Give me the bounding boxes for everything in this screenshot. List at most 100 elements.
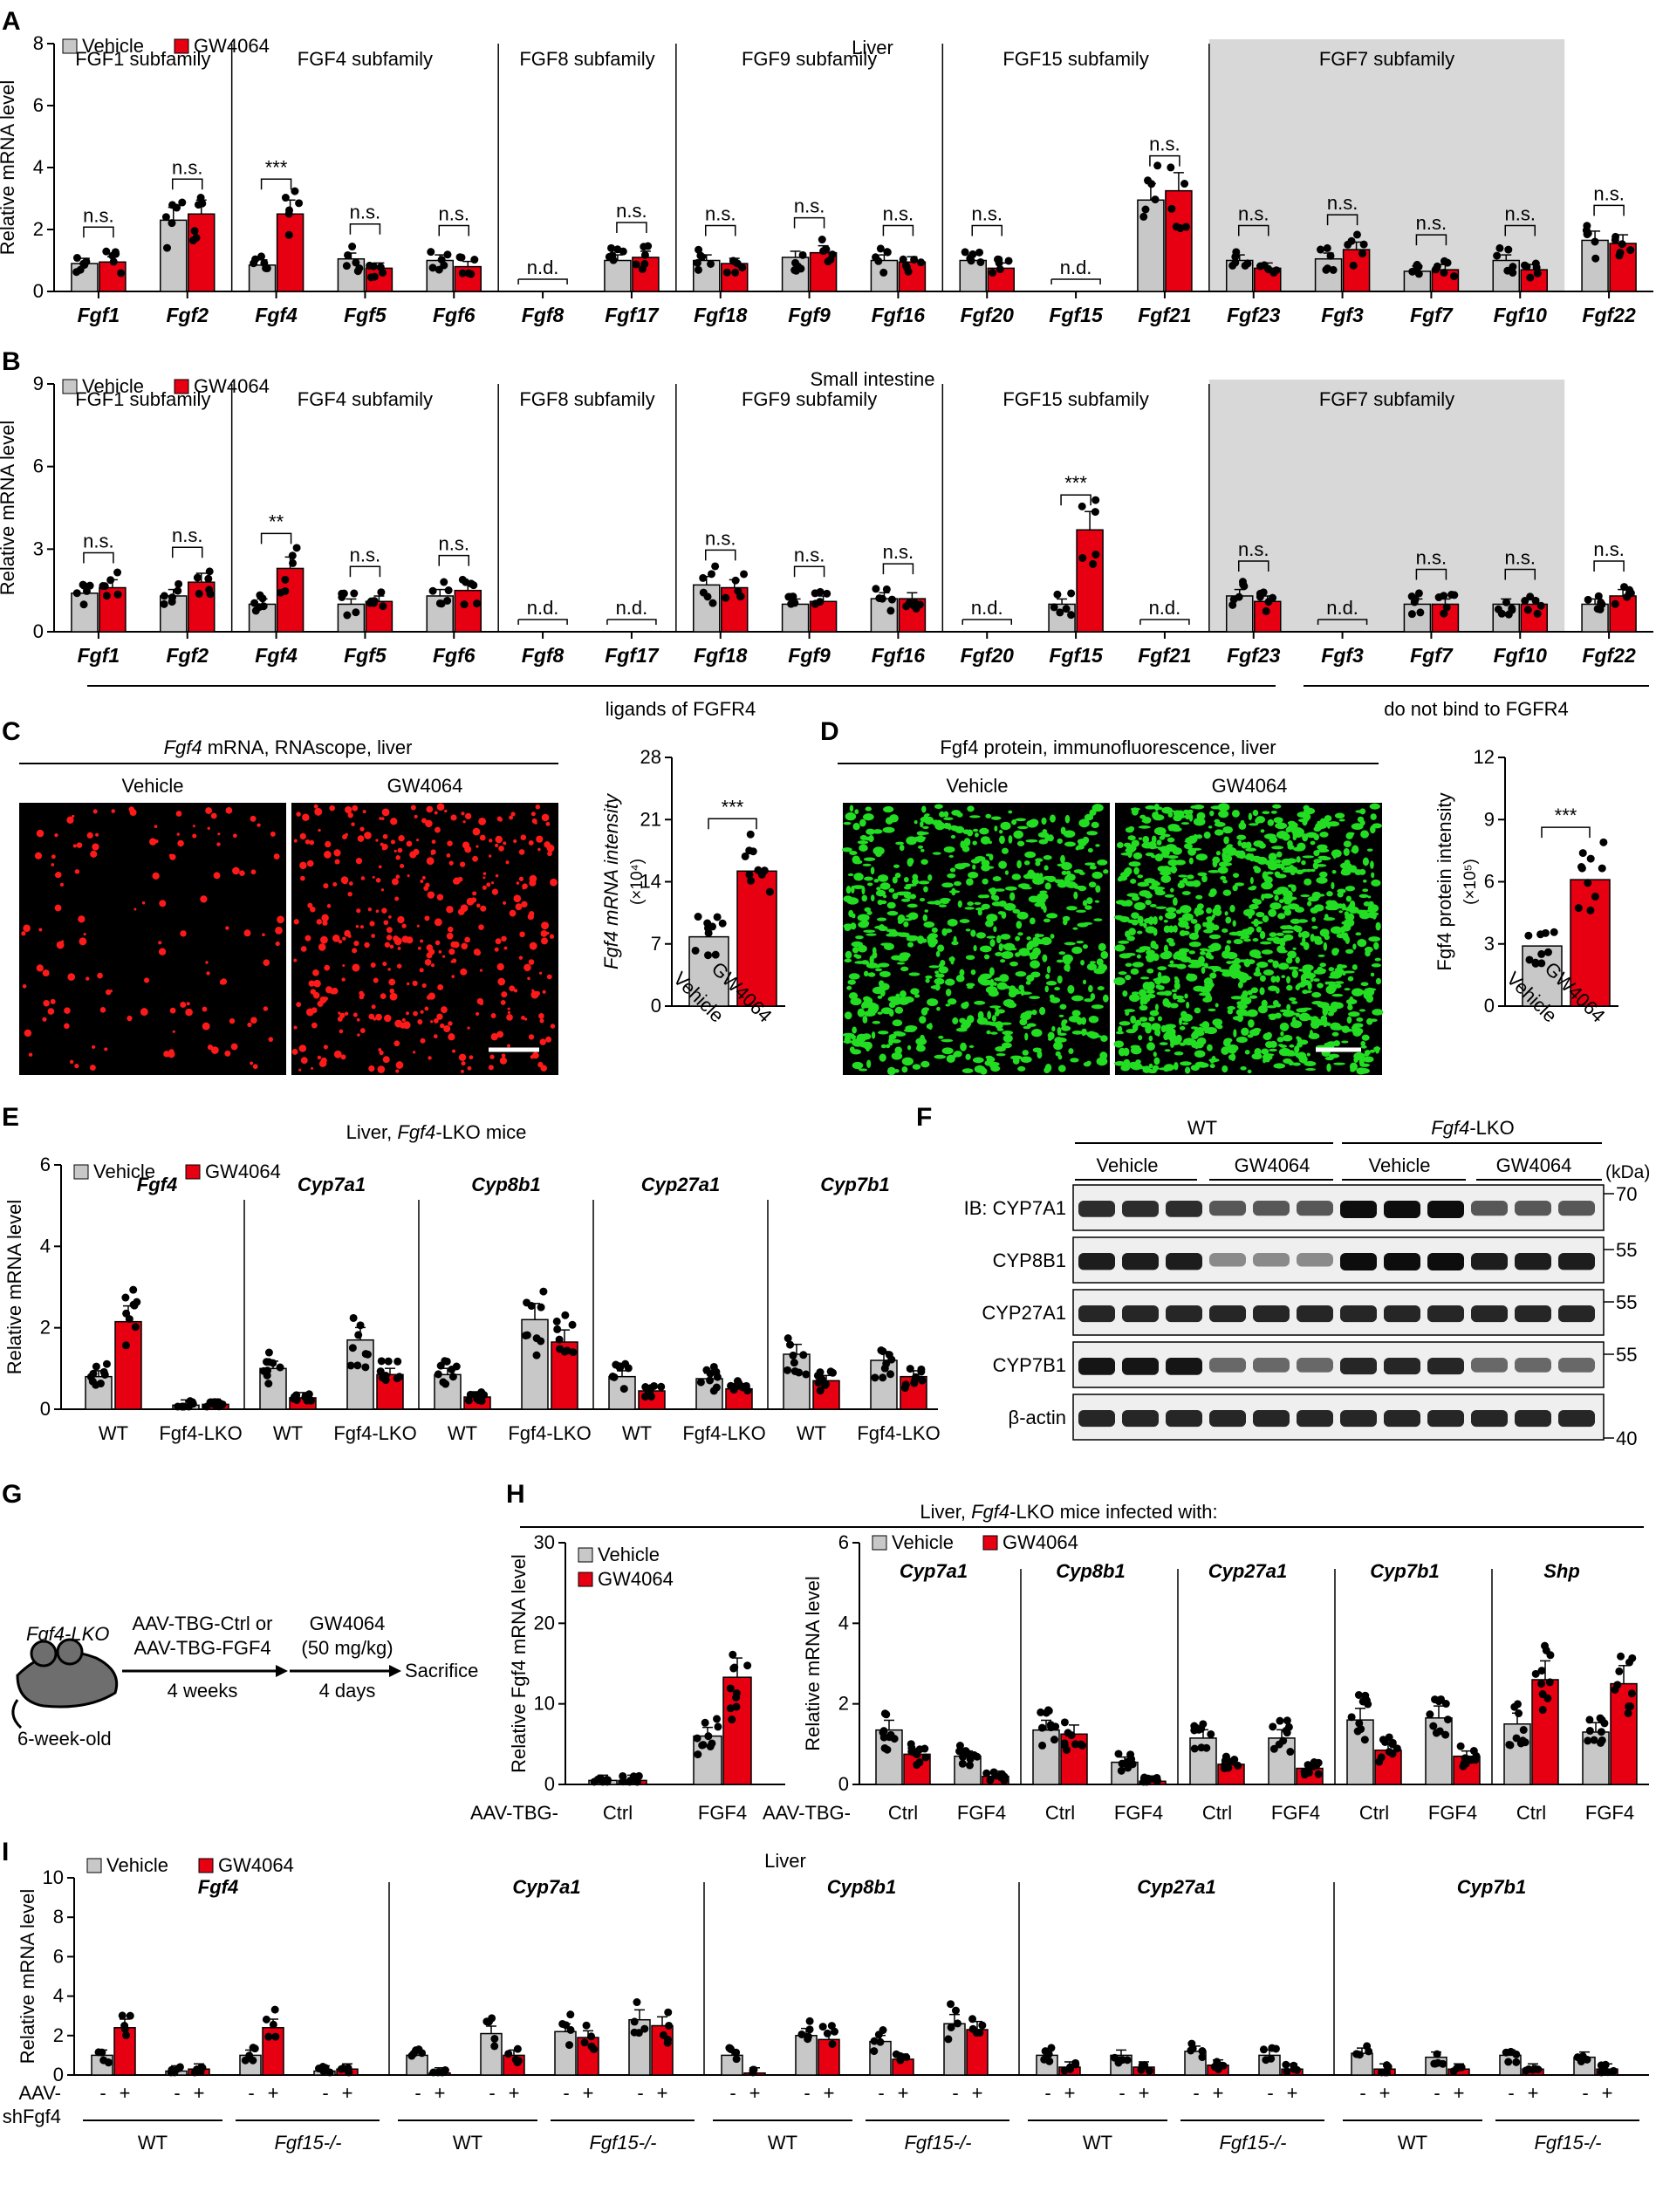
data-point [1442,603,1451,612]
protein-signal [965,928,971,932]
data-point [1198,2053,1207,2062]
data-point [281,194,290,202]
protein-signal [920,1060,930,1068]
subfamily-label: FGF8 subfamily [519,388,654,410]
protein-signal [968,815,981,818]
y-axis-label: Relative Fgf4 mRNA level [508,1554,530,1773]
protein-signal [1001,911,1007,919]
data-point [1536,930,1545,939]
protein-signal [1297,1051,1307,1061]
rna-dot [529,942,537,950]
rna-dot [250,1017,257,1024]
rna-dot [434,918,442,927]
data-point [1118,1759,1126,1768]
protein-signal [934,900,942,906]
rna-dot [434,811,438,815]
protein-signal [1196,1037,1207,1045]
protein-signal [1268,985,1278,991]
vehicle-bar [604,259,632,292]
protein-signal [859,818,866,827]
protein-signal [920,848,925,853]
protein-signal [1319,856,1331,860]
data-point [879,1373,887,1382]
gw4064-bar [651,2024,674,2076]
rna-dot [381,907,387,914]
protein-signal [947,998,957,1005]
protein-signal [1146,949,1155,956]
significance-label: *** [1064,472,1087,494]
protein-signal [1127,835,1136,841]
rna-dot [210,812,217,819]
data-point [1038,1741,1047,1750]
data-point [281,586,290,595]
data-point [913,1761,921,1770]
protein-signal [1360,1040,1366,1046]
protein-signal [1024,1010,1034,1015]
group-label: Ctrl [1359,1802,1389,1824]
y-tick-label: 2 [53,2024,64,2046]
protein-signal [1142,981,1152,990]
data-point [731,576,740,585]
rna-dot [491,881,495,885]
data-point [264,1380,273,1388]
blot-band [1253,1253,1290,1267]
blot-band [1209,1201,1246,1216]
data-point [1385,1748,1393,1757]
significance-label: n.s. [350,544,380,565]
rna-dot [359,990,364,996]
protein-signal [1001,951,1014,959]
protein-signal [1292,1062,1301,1066]
protein-signal [1025,980,1031,985]
rna-dot [185,1008,193,1017]
protein-signal [900,898,911,902]
chart-title: Liver, Fgf4-LKO mice [346,1121,527,1143]
subfamily-label: FGF8 subfamily [519,48,654,70]
panel-letter-d: D [820,717,839,746]
protein-signal [1370,813,1377,820]
protein-signal [1323,942,1328,951]
gene-label: Cyp8b1 [1056,1560,1125,1582]
rna-dot [64,1007,71,1014]
protein-signal [1317,848,1330,853]
data-point [346,1361,355,1370]
rna-dot [436,894,444,901]
data-point [1352,230,1361,239]
protein-signal [1082,900,1088,907]
rna-dot [509,909,517,917]
data-point [82,257,91,266]
blot-band [1471,1305,1508,1323]
rna-dot [550,1024,556,1029]
data-point [608,251,617,260]
protein-signal [907,1027,917,1031]
blot-band [1166,1201,1202,1217]
data-point [765,887,774,896]
protein-signal [1177,998,1186,1003]
group-label: FGF4 [1271,1802,1320,1824]
protein-signal [928,1023,933,1031]
rna-dot [51,854,56,859]
data-point [630,2028,639,2037]
protein-signal [1353,1056,1358,1064]
protein-signal [1361,1034,1370,1041]
rna-dot [176,832,180,836]
protein-signal [852,1026,857,1034]
protein-signal [1249,1029,1260,1037]
rna-dot [133,907,137,911]
protein-signal [1053,1041,1064,1051]
data-point [1276,1716,1284,1725]
protein-signal [886,1066,896,1076]
protein-signal [1138,825,1151,829]
rna-dot [34,852,43,859]
protein-signal [1304,1061,1317,1066]
rna-dot [469,1055,474,1060]
protein-signal [1070,1058,1079,1063]
protein-signal [1188,950,1195,955]
legend-vehicle: Vehicle [892,1531,954,1553]
rna-dot [389,944,394,949]
data-point [566,2010,575,2019]
protein-signal [1371,872,1375,879]
data-point [1256,589,1264,598]
y-tick-label: 2 [838,1693,849,1715]
protein-signal [1319,962,1326,968]
rna-dot [476,903,481,908]
